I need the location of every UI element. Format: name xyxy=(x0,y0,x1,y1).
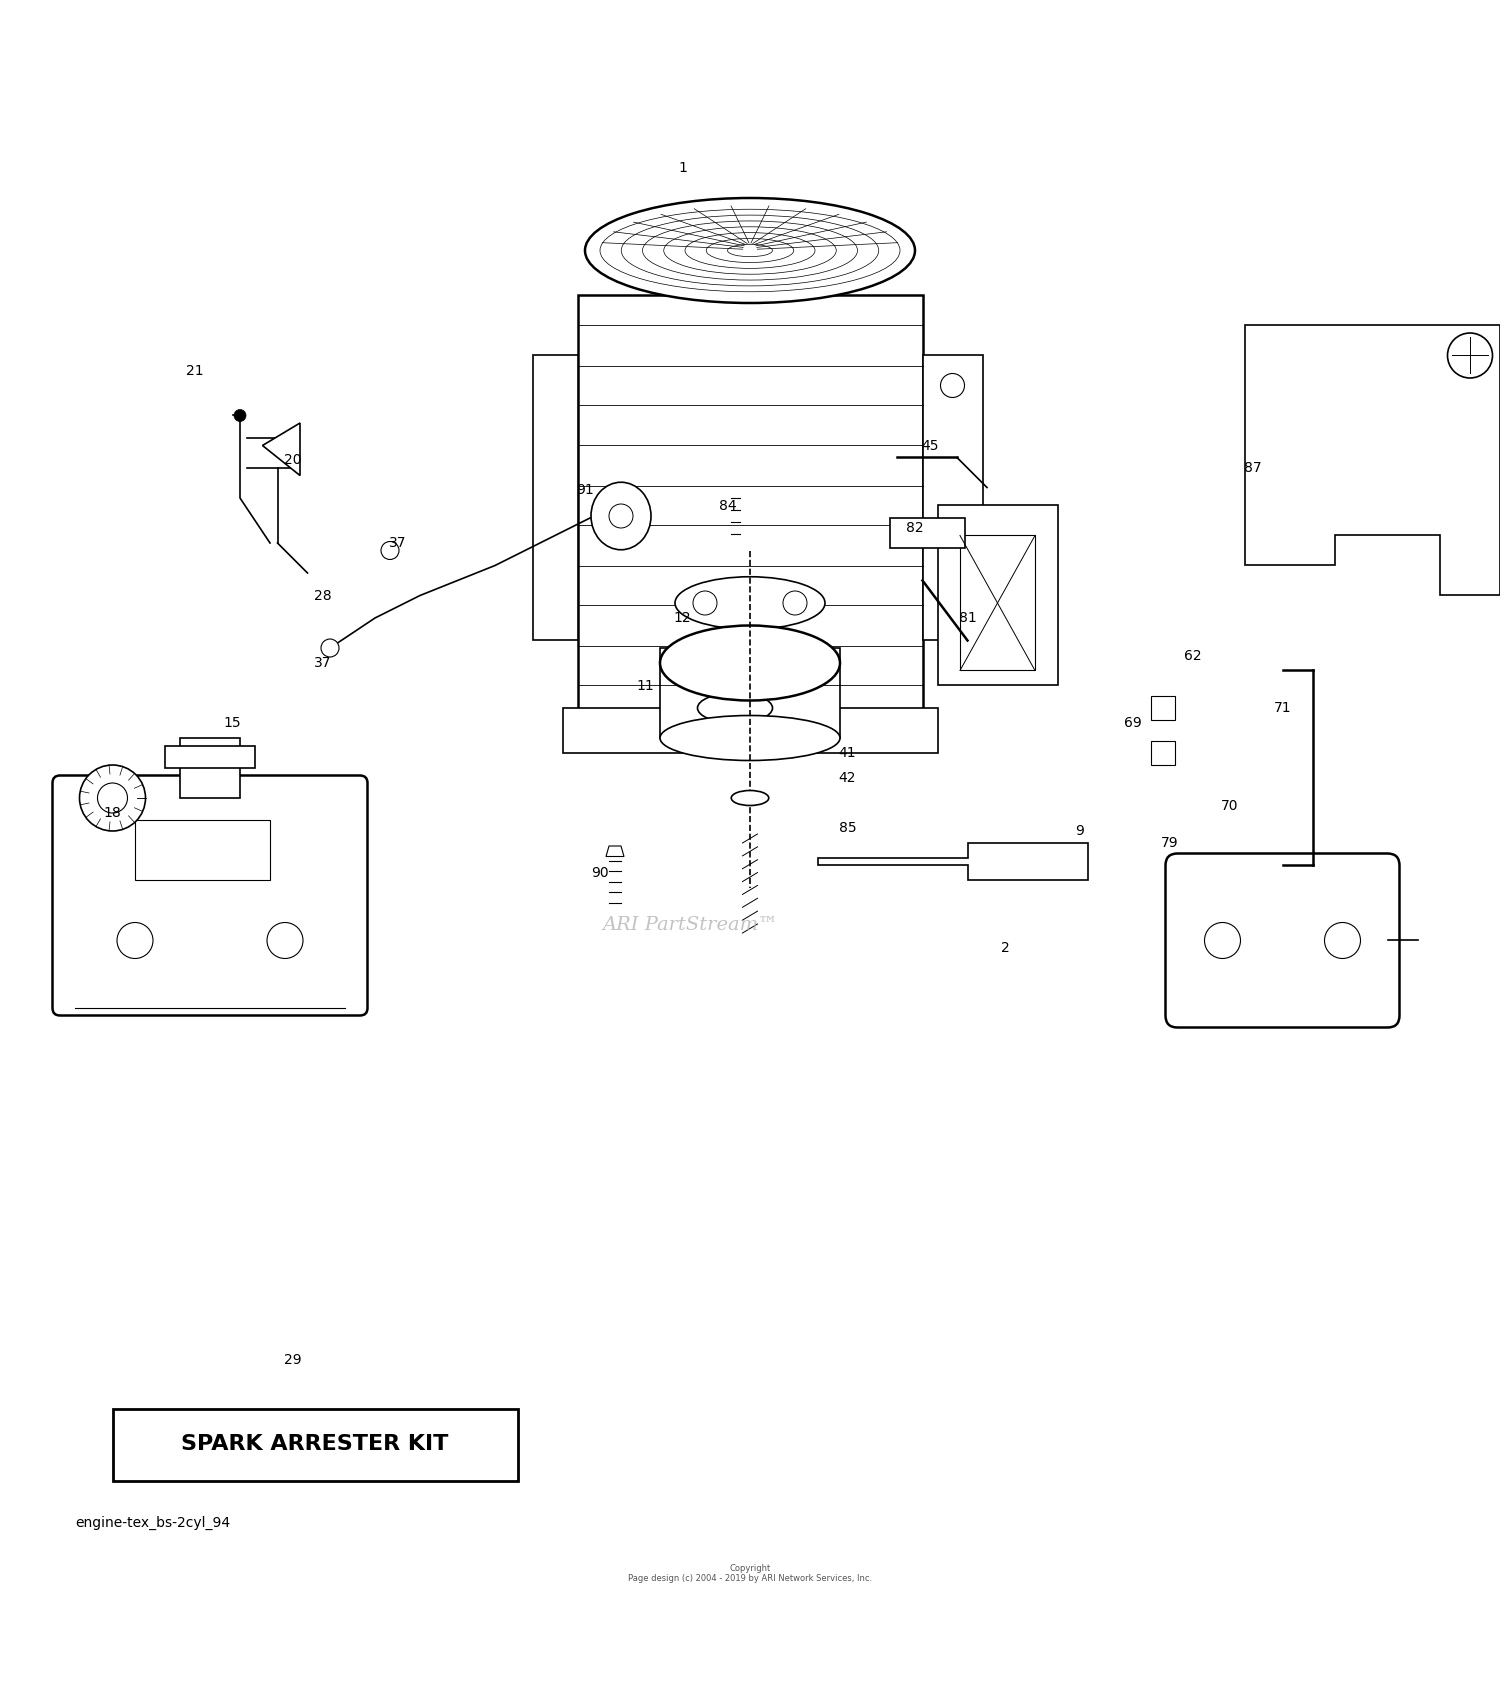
Polygon shape xyxy=(1245,325,1500,595)
Bar xyxy=(1150,742,1174,765)
Text: 2: 2 xyxy=(1000,941,1010,954)
Text: 90: 90 xyxy=(591,866,609,879)
Text: 42: 42 xyxy=(839,772,856,786)
Polygon shape xyxy=(818,844,1088,881)
Text: 11: 11 xyxy=(636,679,654,692)
Ellipse shape xyxy=(660,626,840,701)
Text: 62: 62 xyxy=(1184,648,1202,662)
Text: 79: 79 xyxy=(1161,835,1179,850)
Text: 84: 84 xyxy=(718,498,736,512)
Text: 20: 20 xyxy=(284,454,302,468)
Ellipse shape xyxy=(591,483,651,549)
Text: engine-tex_bs-2cyl_94: engine-tex_bs-2cyl_94 xyxy=(75,1516,230,1529)
Text: 15: 15 xyxy=(224,716,242,730)
Text: 28: 28 xyxy=(314,589,332,602)
Text: 82: 82 xyxy=(906,521,924,536)
Bar xyxy=(660,648,840,738)
Text: SPARK ARRESTER KIT: SPARK ARRESTER KIT xyxy=(182,1434,448,1454)
Bar xyxy=(135,820,270,881)
Text: 41: 41 xyxy=(839,747,856,760)
Text: 69: 69 xyxy=(1124,716,1142,730)
Text: 71: 71 xyxy=(1274,701,1292,714)
Text: 18: 18 xyxy=(104,806,122,820)
Bar xyxy=(562,708,938,754)
Ellipse shape xyxy=(675,577,825,629)
Text: 21: 21 xyxy=(186,364,204,378)
Bar xyxy=(532,356,578,641)
Text: 81: 81 xyxy=(958,611,976,624)
Circle shape xyxy=(117,922,153,958)
Bar xyxy=(578,296,922,716)
Text: 37: 37 xyxy=(388,536,406,549)
Ellipse shape xyxy=(732,791,768,806)
Circle shape xyxy=(321,640,339,657)
FancyBboxPatch shape xyxy=(53,776,368,1015)
Polygon shape xyxy=(606,845,624,857)
Polygon shape xyxy=(262,424,300,476)
Bar xyxy=(1150,696,1174,720)
Text: Copyright
Page design (c) 2004 - 2019 by ARI Network Services, Inc.: Copyright Page design (c) 2004 - 2019 by… xyxy=(628,1563,872,1584)
Ellipse shape xyxy=(585,197,915,303)
Circle shape xyxy=(267,922,303,958)
FancyBboxPatch shape xyxy=(1166,854,1400,1027)
Text: 1: 1 xyxy=(678,162,687,175)
FancyBboxPatch shape xyxy=(112,1408,518,1480)
Bar xyxy=(890,517,965,548)
Bar xyxy=(960,536,1035,670)
Circle shape xyxy=(234,410,246,422)
Text: 29: 29 xyxy=(284,1354,302,1368)
Text: 37: 37 xyxy=(314,657,332,670)
Bar xyxy=(922,356,982,641)
Circle shape xyxy=(1204,922,1240,958)
Text: 9: 9 xyxy=(1076,823,1084,839)
Circle shape xyxy=(381,541,399,560)
Circle shape xyxy=(1324,922,1360,958)
Circle shape xyxy=(940,374,964,398)
Circle shape xyxy=(1448,333,1492,378)
Circle shape xyxy=(693,590,717,616)
Text: 12: 12 xyxy=(674,611,692,624)
Text: 91: 91 xyxy=(576,483,594,497)
Circle shape xyxy=(783,590,807,616)
Text: 45: 45 xyxy=(921,439,939,452)
Text: ARI PartStream™: ARI PartStream™ xyxy=(602,917,778,934)
Text: 87: 87 xyxy=(1244,461,1262,475)
Text: 70: 70 xyxy=(1221,798,1239,813)
Circle shape xyxy=(80,765,146,832)
Circle shape xyxy=(98,782,128,813)
Ellipse shape xyxy=(698,692,772,723)
Bar xyxy=(938,505,1058,686)
Text: 85: 85 xyxy=(839,822,856,835)
Circle shape xyxy=(609,503,633,527)
Bar xyxy=(165,745,255,767)
Ellipse shape xyxy=(660,716,840,760)
Bar xyxy=(180,738,240,798)
